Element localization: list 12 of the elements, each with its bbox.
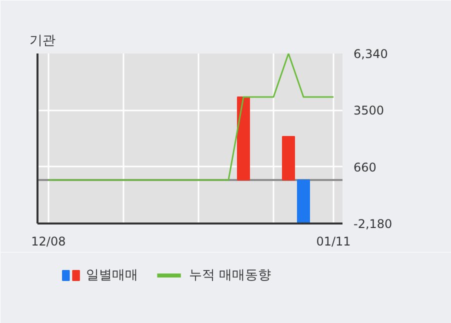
y-tick-label: -2,180 bbox=[354, 217, 392, 231]
bar bbox=[296, 180, 310, 224]
y-tick-label: 3500 bbox=[354, 104, 384, 118]
bar bbox=[236, 96, 250, 180]
legend-label: 일별매매 bbox=[86, 268, 138, 283]
y-tick-label: 660 bbox=[354, 160, 376, 174]
bar bbox=[282, 136, 295, 180]
x-tick-label: 12/08 bbox=[31, 234, 66, 248]
x-tick-label: 01/11 bbox=[316, 234, 351, 248]
chart-title: 기관 bbox=[30, 34, 56, 48]
y-tick-label: 6,340 bbox=[354, 47, 388, 61]
legend-label: 누적 매매동향 bbox=[188, 268, 272, 283]
